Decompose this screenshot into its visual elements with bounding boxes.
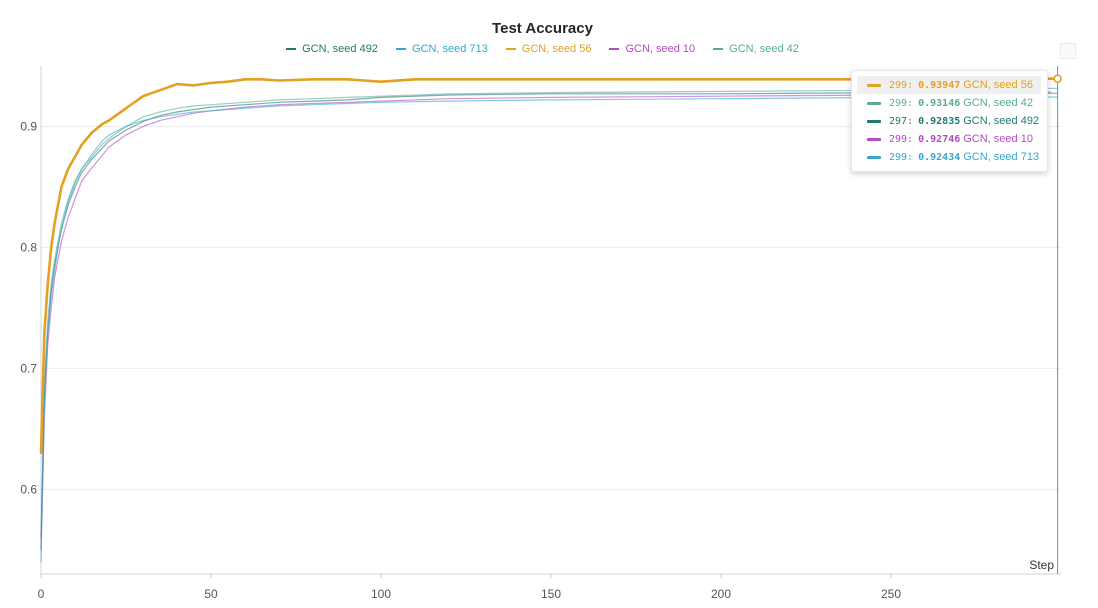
tooltip-swatch-icon — [867, 119, 881, 123]
legend-swatch-icon — [713, 48, 724, 50]
legend-label: GCN, seed 492 — [302, 43, 378, 55]
chart-title: Test Accuracy — [492, 20, 593, 37]
axes — [40, 66, 1061, 578]
tooltip-value: 0.93146 — [918, 97, 961, 109]
x-tick-label: 200 — [711, 587, 731, 601]
legend-label: GCN, seed 42 — [729, 43, 799, 55]
tooltip-row: 299: 0.92434 GCN, seed 713 — [857, 148, 1041, 166]
legend-label: GCN, seed 56 — [521, 43, 592, 55]
series-line-gcn-seed-713[interactable] — [40, 96, 1059, 563]
x-tick-label: 150 — [541, 587, 561, 601]
y-tick-label: 0.6 — [20, 482, 37, 496]
tooltip-value: 0.92835 — [918, 115, 961, 127]
legend-entry[interactable]: GCN, seed 56 — [505, 43, 592, 55]
tick-labels: 0.6 0.7 0.8 0.9 0 50 100 150 200 250 — [20, 119, 901, 601]
series-lines[interactable] — [39, 77, 1059, 563]
y-tick-label: 0.9 — [20, 119, 37, 133]
tooltip-step: 299: — [889, 79, 914, 91]
tooltip-series-name: GCN, seed 56 — [963, 79, 1033, 91]
series-line-gcn-seed-10[interactable] — [40, 92, 1059, 551]
legend-label: GCN, seed 713 — [411, 43, 488, 55]
tooltip-series-name: GCN, seed 42 — [963, 97, 1033, 109]
tooltip-swatch-icon — [867, 137, 881, 141]
expand-panel-icon[interactable] — [1060, 43, 1076, 59]
tooltip-series-name: GCN, seed 713 — [963, 151, 1040, 163]
legend-swatch-icon — [609, 48, 620, 50]
hover-crosshair — [1053, 66, 1062, 574]
legend-label: GCN, seed 10 — [625, 43, 696, 55]
x-tick-label: 50 — [204, 587, 218, 601]
x-tick-label: 250 — [881, 587, 901, 601]
series-line-gcn-seed-42[interactable] — [40, 87, 1059, 551]
tooltip-step: 297: — [889, 115, 914, 127]
tooltip-swatch-icon — [867, 101, 881, 105]
tooltip-row: 299: 0.93947 GCN, seed 56 — [857, 76, 1041, 94]
tooltip-swatch-icon — [867, 83, 881, 87]
hover-tooltip: 299: 0.93947 GCN, seed 56 299: 0.93146 GCN, s… — [851, 70, 1048, 172]
legend-swatch-icon — [286, 48, 297, 50]
tooltip-step: 299: — [889, 151, 914, 163]
legend-entry[interactable]: GCN, seed 492 — [286, 43, 378, 55]
y-tick-label: 0.8 — [20, 240, 37, 254]
x-tick-label: 100 — [371, 587, 391, 601]
tooltip-swatch-icon — [867, 155, 881, 159]
tooltip-row: 299: 0.93146 GCN, seed 42 — [857, 94, 1041, 112]
tooltip-series-name: GCN, seed 10 — [963, 133, 1033, 145]
tooltip-step: 299: — [889, 97, 914, 109]
tooltip-value: 0.93947 — [918, 79, 961, 91]
tooltip-series-name: GCN, seed 492 — [963, 115, 1040, 127]
tooltip-value: 0.92746 — [918, 133, 961, 145]
legend-entry[interactable]: GCN, seed 10 — [609, 43, 695, 55]
legend-entry[interactable]: GCN, seed 713 — [395, 43, 488, 55]
y-tick-label: 0.7 — [20, 361, 37, 375]
grid-lines — [41, 125, 1061, 490]
tooltip-step: 299: — [889, 133, 914, 145]
tooltip-row: 297: 0.92835 GCN, seed 492 — [857, 112, 1041, 130]
legend: GCN, seed 492 GCN, seed 713 GCN, seed 56 GC… — [0, 43, 1085, 55]
legend-swatch-icon — [395, 48, 406, 50]
legend-entry[interactable]: GCN, seed 42 — [713, 43, 799, 55]
tooltip-row: 299: 0.92746 GCN, seed 10 — [857, 130, 1041, 148]
series-line-gcn-seed-56[interactable] — [39, 77, 1059, 455]
tooltip-value: 0.92434 — [918, 151, 961, 163]
x-axis-label: Step — [1029, 558, 1054, 572]
legend-swatch-icon — [505, 48, 516, 50]
hover-point-marker — [1053, 74, 1062, 84]
x-tick-label: 0 — [38, 587, 45, 601]
